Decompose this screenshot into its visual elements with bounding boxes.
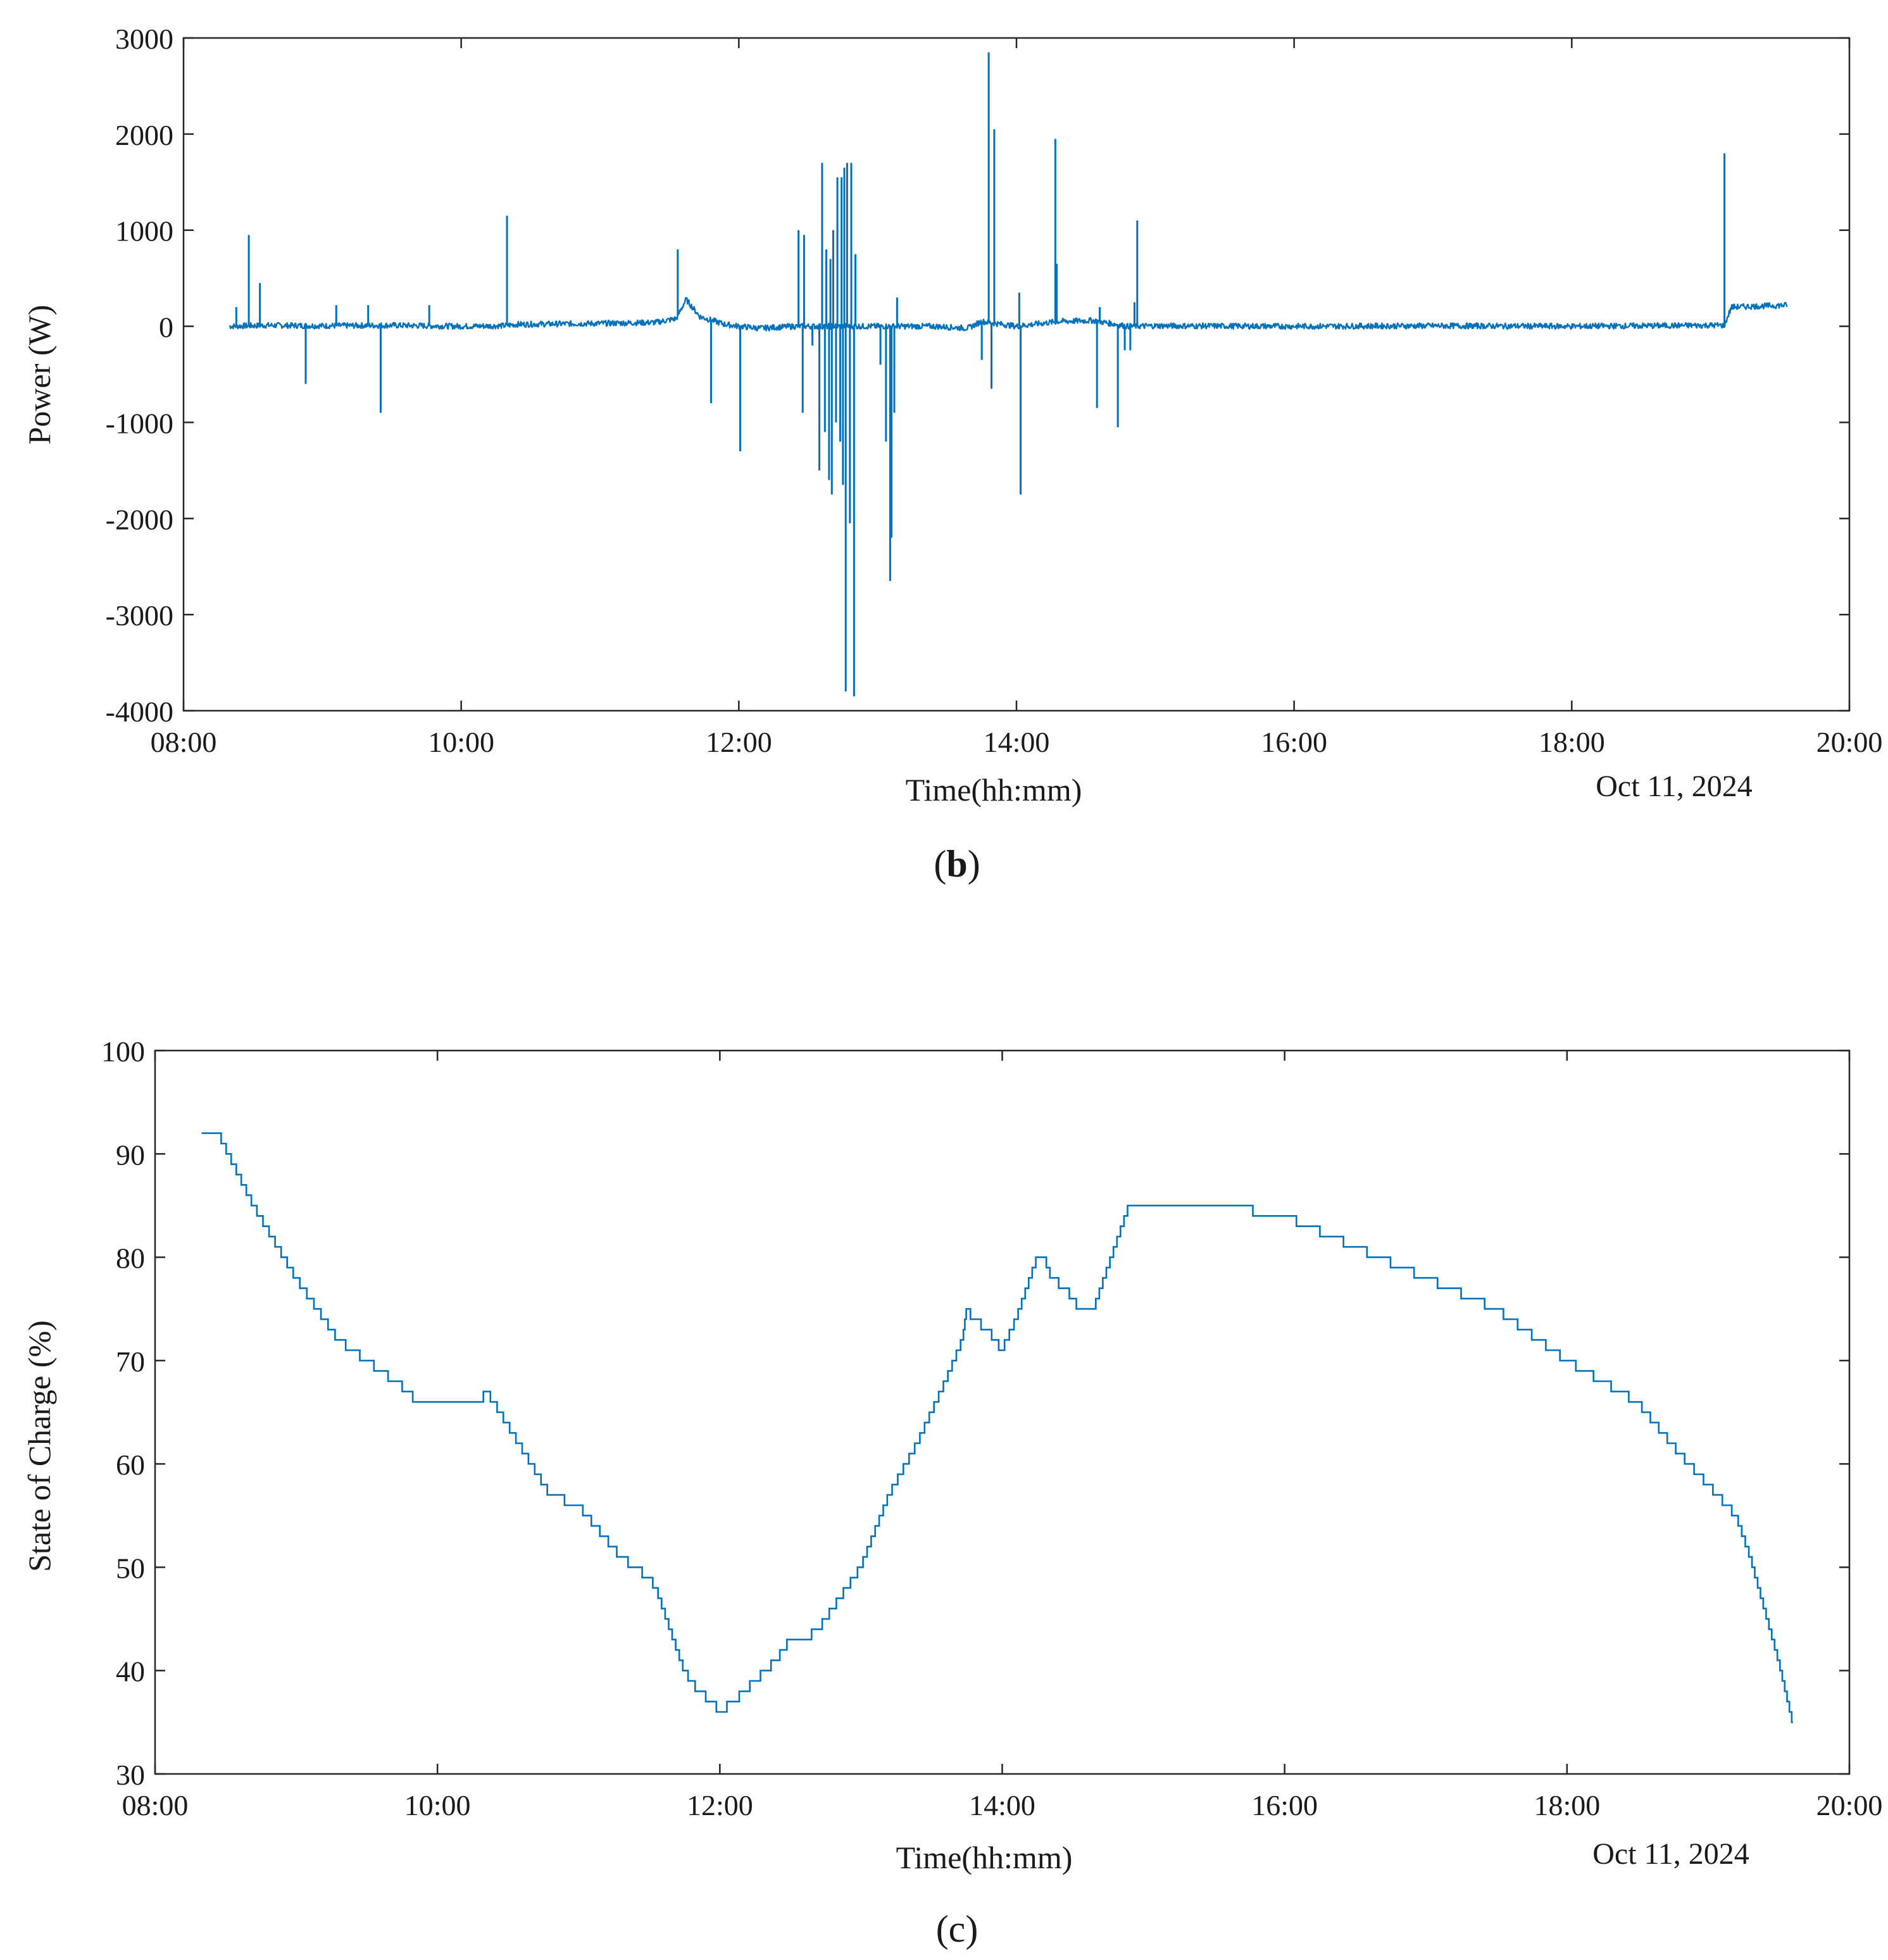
panel-label-c: (c) <box>936 1908 978 1950</box>
power-x-tick-label: 08:00 <box>151 726 217 758</box>
power-y-tick-label: -2000 <box>106 503 173 535</box>
soc-y-tick-label: 40 <box>116 1656 145 1688</box>
soc-plot-frame <box>154 1049 1851 1775</box>
power-y-tick-label: 1000 <box>115 215 173 247</box>
soc-y-tick-label: 50 <box>116 1552 145 1584</box>
power-plot-frame <box>182 37 1851 712</box>
power-series <box>228 52 1788 697</box>
power-y-tick-label: 0 <box>159 311 173 344</box>
soc-y-tick-labels: 30 40 50 60 70 80 90 100 <box>101 1035 145 1791</box>
soc-x-tick-label: 12:00 <box>687 1789 753 1821</box>
soc-y-tick-label: 60 <box>116 1449 145 1481</box>
soc-chart: 30 40 50 60 70 80 90 100 08:00 10:00 12:00 14:00 16… <box>22 1035 1882 1950</box>
power-x-tick-label: 14:00 <box>984 726 1050 758</box>
power-y-tick-label: -1000 <box>106 407 173 439</box>
power-tick-marks <box>182 37 1851 712</box>
soc-x-tick-label: 16:00 <box>1251 1789 1318 1821</box>
power-y-tick-label: -3000 <box>106 599 173 632</box>
power-x-axis-label: Time(hh:mm) <box>906 772 1082 808</box>
soc-line <box>201 1132 1793 1723</box>
panel-label-b-open: ( <box>934 843 946 885</box>
panel-label-b-close: ) <box>968 843 980 885</box>
soc-x-tick-labels: 08:00 10:00 12:00 14:00 16:00 18:00 20:00 <box>122 1789 1883 1821</box>
power-date-note: Oct 11, 2024 <box>1596 770 1753 803</box>
power-y-tick-labels: -4000 -3000 -2000 -1000 0 1000 2000 3000 <box>106 23 173 728</box>
soc-x-tick-label: 10:00 <box>404 1789 471 1821</box>
power-y-tick-label: 3000 <box>115 23 173 55</box>
soc-x-tick-label: 20:00 <box>1816 1789 1883 1821</box>
soc-series <box>201 1132 1793 1723</box>
power-x-tick-label: 18:00 <box>1539 726 1605 758</box>
soc-y-tick-label: 90 <box>116 1139 145 1171</box>
soc-x-tick-label: 18:00 <box>1534 1789 1600 1821</box>
soc-date-note: Oct 11, 2024 <box>1592 1837 1749 1871</box>
power-x-tick-labels: 08:00 10:00 12:00 14:00 16:00 18:00 20:00 <box>151 726 1883 758</box>
soc-x-tick-label: 08:00 <box>122 1789 189 1821</box>
panel-label-b-letter: b <box>946 843 967 885</box>
soc-x-axis-label: Time(hh:mm) <box>896 1840 1073 1875</box>
power-line <box>228 297 1788 332</box>
soc-y-tick-label: 100 <box>101 1035 145 1068</box>
soc-y-tick-label: 70 <box>116 1345 145 1378</box>
power-y-tick-label: -4000 <box>106 696 173 728</box>
soc-tick-marks <box>154 1049 1851 1775</box>
power-x-tick-label: 20:00 <box>1816 726 1883 758</box>
soc-x-tick-label: 14:00 <box>969 1789 1035 1821</box>
power-x-tick-label: 12:00 <box>706 726 772 758</box>
power-y-axis-label: Power (W) <box>22 305 57 445</box>
soc-y-tick-label: 30 <box>116 1759 145 1791</box>
power-x-tick-label: 10:00 <box>428 726 494 758</box>
power-x-tick-label: 16:00 <box>1261 726 1327 758</box>
power-chart: -4000 -3000 -2000 -1000 0 1000 2000 3000 08:00 1… <box>22 23 1882 885</box>
power-y-tick-label: 2000 <box>115 119 173 151</box>
soc-y-axis-label: State of Charge (%) <box>22 1320 57 1572</box>
soc-y-tick-label: 80 <box>116 1242 145 1275</box>
panel-label-b: (b) <box>934 843 980 885</box>
